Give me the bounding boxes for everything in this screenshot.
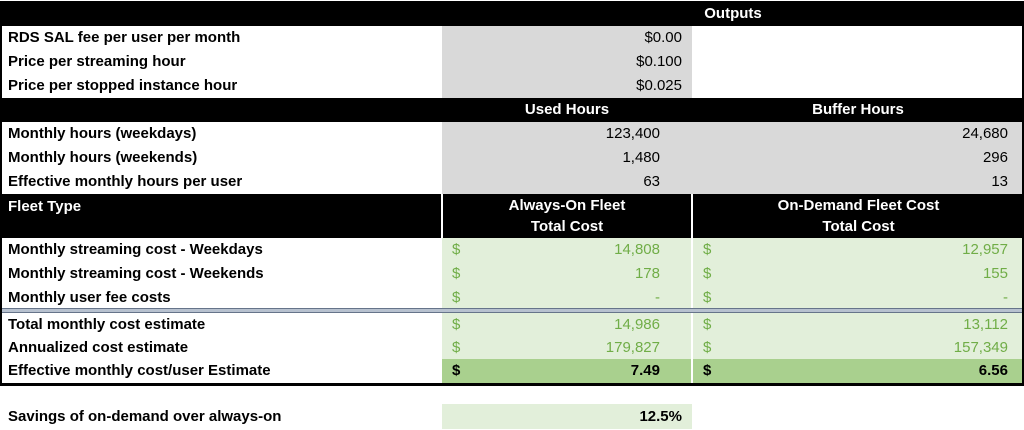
savings-value-cell[interactable]: 12.5% xyxy=(442,404,692,429)
currency-symbol: $ xyxy=(452,241,461,258)
cost-row-label: Monthly streaming cost - Weekdays xyxy=(8,241,263,258)
always-on-total-cell[interactable] xyxy=(442,313,691,336)
on-demand-cost-value[interactable]: 12,957 xyxy=(962,241,1008,258)
always-on-fleet-header-line2: Total Cost xyxy=(530,218,604,235)
currency-symbol: $ xyxy=(703,265,712,282)
fee-row: Price per streaming hour $0.100 xyxy=(0,50,1024,74)
currency-symbol: $ xyxy=(703,289,712,306)
on-demand-total-value[interactable]: 157,349 xyxy=(953,339,1008,356)
table-left-border xyxy=(0,1,2,386)
on-demand-fleet-header-cell: On-Demand Fleet Cost Total Cost xyxy=(693,194,1024,238)
fee-value-cell[interactable]: $0.00 xyxy=(442,26,692,50)
on-demand-fleet-header-line1: On-Demand Fleet Cost xyxy=(777,197,940,214)
used-hours-value[interactable]: 123,400 xyxy=(605,125,660,142)
currency-symbol: $ xyxy=(703,362,712,379)
cost-row: Monthly streaming cost - Weekends $ 178 … xyxy=(0,262,1024,286)
fee-row: RDS SAL fee per user per month $0.00 xyxy=(0,26,1024,50)
buffer-hours-header: Buffer Hours xyxy=(812,101,904,118)
total-row: Annualized cost estimate $ 179,827 $ 157… xyxy=(0,336,1024,359)
always-on-fleet-header-cell: Always-On Fleet Total Cost xyxy=(443,194,691,238)
hours-cells-background[interactable] xyxy=(442,146,1024,170)
always-on-cost-cell[interactable] xyxy=(442,286,691,308)
always-on-cost-cell[interactable] xyxy=(442,238,691,262)
on-demand-cost-value[interactable]: - xyxy=(1003,289,1008,306)
table-bottom-border xyxy=(0,383,1024,386)
on-demand-cost-cell[interactable] xyxy=(693,238,1024,262)
fee-row-label: RDS SAL fee per user per month xyxy=(8,29,241,46)
hours-row-label: Monthly hours (weekends) xyxy=(8,149,198,166)
on-demand-effective-cost-value[interactable]: 6.56 xyxy=(978,362,1008,379)
used-hours-value[interactable]: 63 xyxy=(643,173,660,190)
fee-row-label: Price per streaming hour xyxy=(8,53,186,70)
currency-symbol: $ xyxy=(452,316,461,333)
used-hours-header: Used Hours xyxy=(524,101,610,118)
used-hours-value[interactable]: 1,480 xyxy=(622,149,660,166)
on-demand-cost-cell[interactable] xyxy=(693,262,1024,286)
always-on-total-cell[interactable] xyxy=(442,336,691,359)
fee-value-cell[interactable]: $0.025 xyxy=(442,74,692,98)
always-on-cost-value[interactable]: 14,808 xyxy=(614,241,660,258)
savings-row-label: Savings of on-demand over always-on xyxy=(8,408,282,425)
fleet-type-header-label: Fleet Type xyxy=(8,198,82,215)
currency-symbol: $ xyxy=(703,316,712,333)
on-demand-fleet-header-line2: Total Cost xyxy=(822,218,895,235)
cost-row-label: Monthly streaming cost - Weekends xyxy=(8,265,264,282)
always-on-total-value[interactable]: 179,827 xyxy=(605,339,660,356)
hours-row-label: Effective monthly hours per user xyxy=(8,173,243,190)
effective-cost-row: Effective monthly cost/user Estimate $ 7… xyxy=(0,359,1024,383)
currency-symbol: $ xyxy=(703,241,712,258)
hours-cells-background[interactable] xyxy=(442,170,1024,194)
table-right-border xyxy=(1022,1,1024,386)
on-demand-cost-cell[interactable] xyxy=(693,286,1024,308)
total-row: Total monthly cost estimate $ 14,986 $ 1… xyxy=(0,313,1024,336)
outputs-header-label: Outputs xyxy=(704,5,762,22)
always-on-effective-cost-cell[interactable] xyxy=(442,359,691,383)
always-on-cost-value[interactable]: - xyxy=(655,289,660,306)
hours-cells-background[interactable] xyxy=(442,122,1024,146)
hours-row: Monthly hours (weekends) 1,480 296 xyxy=(0,146,1024,170)
currency-symbol: $ xyxy=(452,289,461,306)
fee-row: Price per stopped instance hour $0.025 xyxy=(0,74,1024,98)
fleet-type-header-cell: Fleet Type xyxy=(0,194,441,238)
currency-symbol: $ xyxy=(703,339,712,356)
outputs-header-bar: Outputs xyxy=(0,1,1024,26)
on-demand-total-cell[interactable] xyxy=(693,313,1024,336)
on-demand-cost-value[interactable]: 155 xyxy=(982,265,1008,282)
cost-row: Monthly user fee costs $ - $ - xyxy=(0,286,1024,308)
always-on-effective-cost-value[interactable]: 7.49 xyxy=(630,362,660,379)
cost-row-label: Monthly user fee costs xyxy=(8,289,171,306)
total-row-label: Annualized cost estimate xyxy=(8,339,189,356)
hours-row-label: Monthly hours (weekdays) xyxy=(8,125,197,142)
cost-row: Monthly streaming cost - Weekdays $ 14,8… xyxy=(0,238,1024,262)
fee-value-cell[interactable]: $0.100 xyxy=(442,50,692,74)
always-on-total-value[interactable]: 14,986 xyxy=(614,316,660,333)
currency-symbol: $ xyxy=(452,339,461,356)
always-on-fleet-header-line1: Always-On Fleet xyxy=(508,197,626,214)
hours-row: Effective monthly hours per user 63 13 xyxy=(0,170,1024,194)
effective-cost-row-label: Effective monthly cost/user Estimate xyxy=(8,362,271,379)
hours-header-bar: Used Hours Buffer Hours xyxy=(0,98,1024,122)
hours-row: Monthly hours (weekdays) 123,400 24,680 xyxy=(0,122,1024,146)
buffer-hours-value[interactable]: 13 xyxy=(991,173,1008,190)
always-on-cost-cell[interactable] xyxy=(442,262,691,286)
on-demand-total-cell[interactable] xyxy=(693,336,1024,359)
total-row-label: Total monthly cost estimate xyxy=(8,316,206,333)
always-on-cost-value[interactable]: 178 xyxy=(634,265,660,282)
section-divider-rule xyxy=(0,308,1024,313)
buffer-hours-value[interactable]: 24,680 xyxy=(962,125,1008,142)
currency-symbol: $ xyxy=(452,362,461,379)
fee-row-label: Price per stopped instance hour xyxy=(8,77,238,94)
on-demand-total-value[interactable]: 13,112 xyxy=(963,316,1008,333)
on-demand-effective-cost-cell[interactable] xyxy=(693,359,1024,383)
currency-symbol: $ xyxy=(452,265,461,282)
buffer-hours-value[interactable]: 296 xyxy=(982,149,1008,166)
